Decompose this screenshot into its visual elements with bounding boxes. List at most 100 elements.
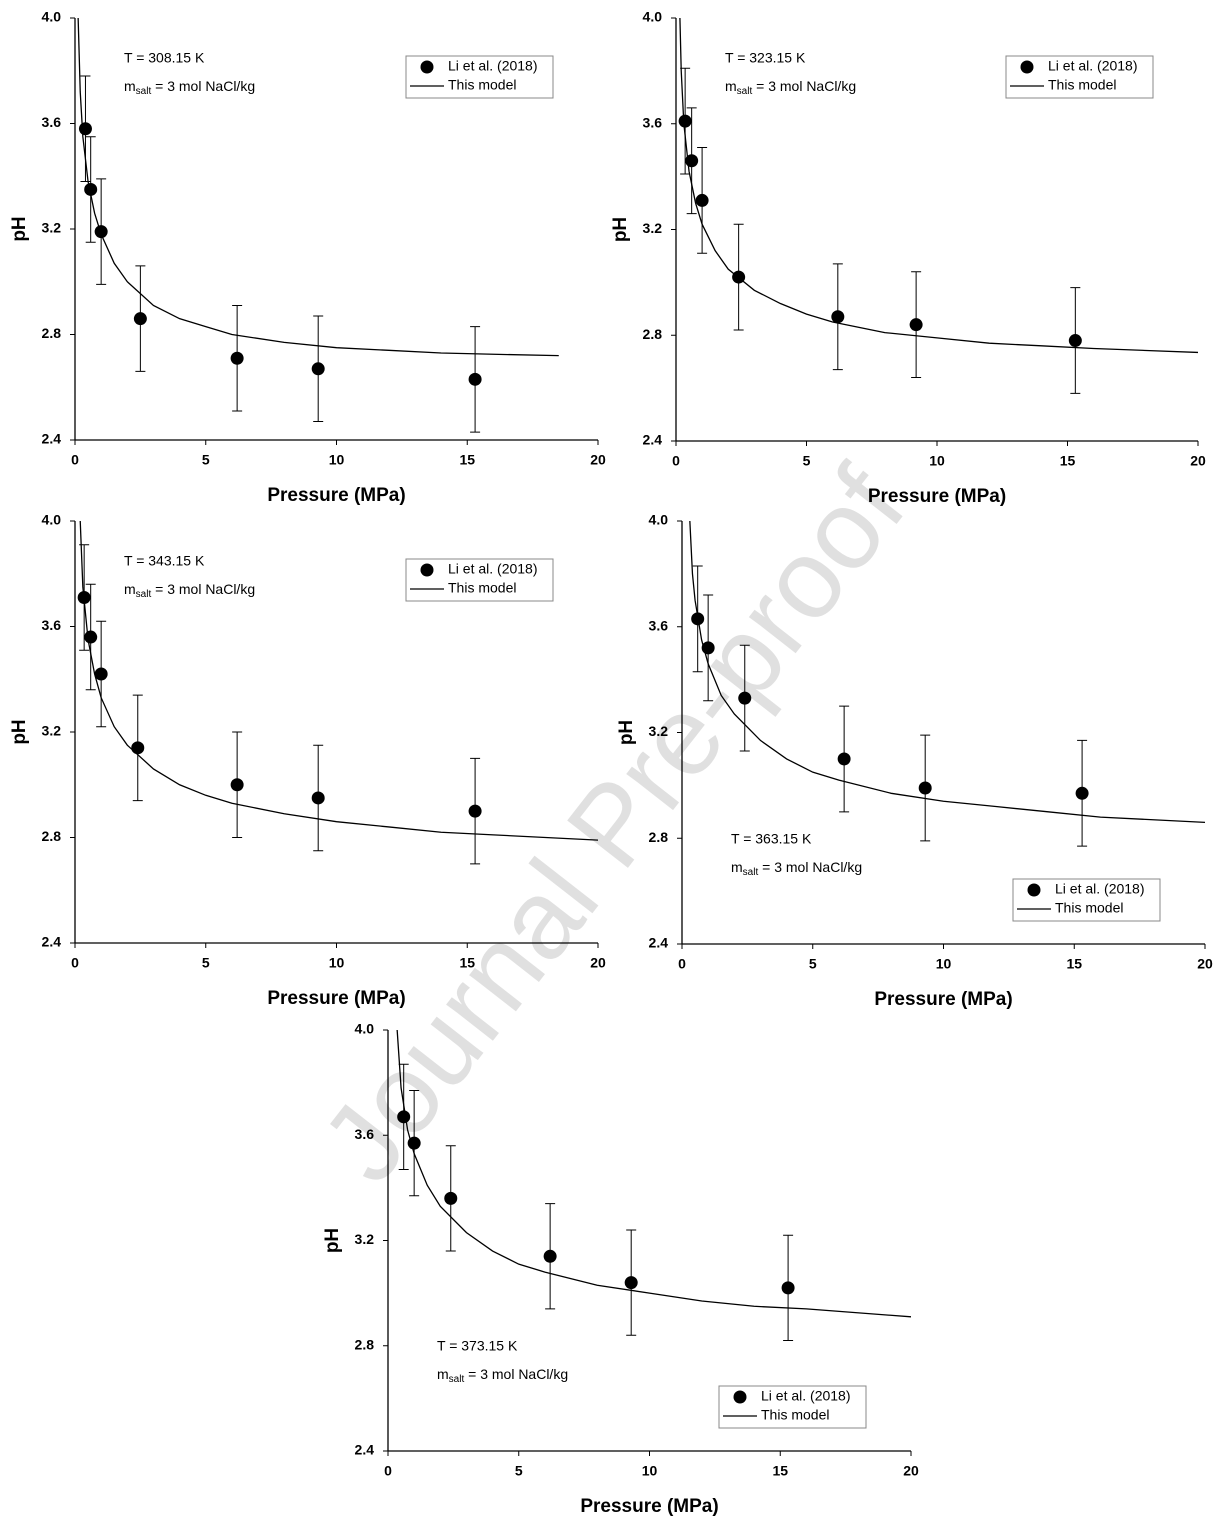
x-tick-label: 0 — [678, 956, 686, 972]
x-tick-label: 10 — [329, 955, 345, 971]
salinity-symbol: m — [725, 78, 737, 94]
y-tick-label: 4.0 — [643, 9, 663, 25]
y-tick-label: 2.4 — [42, 934, 62, 950]
model-line — [79, 521, 598, 841]
legend-label: This model — [1048, 77, 1116, 93]
x-tick-label: 10 — [329, 452, 345, 468]
y-tick-label: 3.6 — [355, 1126, 375, 1142]
salinity-symbol: m — [124, 78, 136, 94]
salinity-subscript: salt — [743, 867, 759, 878]
legend-label: Li et al. (2018) — [1048, 58, 1138, 74]
y-tick-label: 2.8 — [355, 1336, 375, 1352]
x-tick-label: 0 — [384, 1463, 392, 1479]
x-tick-label: 5 — [202, 955, 210, 971]
x-tick-label: 20 — [590, 452, 606, 468]
model-line — [396, 1030, 911, 1318]
panel: 0 5 10 15 20 2.4 2.8 3.2 3.6 4.0 Pressure (MPa) pH T… — [322, 1021, 919, 1517]
y-tick-label: 3.2 — [42, 220, 62, 236]
salinity-label: msalt = 3 mol NaCl/kg — [437, 1366, 568, 1385]
data-point — [131, 741, 145, 755]
x-tick-label: 10 — [929, 453, 945, 469]
x-tick-label: 15 — [459, 955, 475, 971]
y-tick-label: 2.4 — [649, 935, 669, 951]
x-tick-label: 10 — [936, 956, 952, 972]
y-tick-label: 3.6 — [42, 617, 62, 633]
x-axis-label: Pressure (MPa) — [874, 989, 1012, 1010]
legend-marker — [420, 563, 434, 577]
x-axis-label: Pressure (MPa) — [267, 988, 405, 1009]
data-point — [781, 1281, 795, 1295]
data-point — [84, 182, 98, 196]
y-tick-label: 4.0 — [42, 9, 62, 25]
y-tick-label: 3.6 — [643, 114, 663, 130]
data-point — [543, 1249, 557, 1263]
x-axis-label: Pressure (MPa) — [267, 485, 405, 506]
data-point — [311, 362, 325, 376]
temperature-label: T = 323.15 K — [725, 50, 806, 66]
data-point — [230, 351, 244, 365]
x-tick-label: 5 — [803, 453, 811, 469]
x-tick-label: 15 — [772, 1463, 788, 1479]
legend-label: Li et al. (2018) — [761, 1388, 851, 1404]
x-tick-label: 0 — [71, 452, 79, 468]
y-tick-label: 2.8 — [42, 325, 62, 341]
x-tick-label: 0 — [672, 453, 680, 469]
y-tick-label: 3.2 — [355, 1231, 375, 1247]
y-tick-label: 2.4 — [355, 1442, 375, 1458]
data-point — [78, 122, 92, 136]
salinity-subscript: salt — [449, 1374, 465, 1385]
data-point — [1068, 334, 1082, 348]
panel: 0 5 10 15 20 2.4 2.8 3.2 3.6 4.0 Pressure (MPa) pH T… — [616, 512, 1213, 1010]
x-tick-label: 15 — [459, 452, 475, 468]
x-tick-label: 20 — [590, 955, 606, 971]
data-point — [837, 752, 851, 766]
data-point — [468, 804, 482, 818]
y-tick-label: 2.8 — [42, 828, 62, 844]
y-tick-label: 3.2 — [42, 723, 62, 739]
y-tick-label: 4.0 — [649, 512, 669, 528]
model-line — [689, 521, 1205, 824]
legend-label: This model — [761, 1407, 829, 1423]
data-point — [468, 372, 482, 386]
legend-marker — [1020, 60, 1034, 74]
data-point — [695, 193, 709, 207]
y-tick-label: 4.0 — [355, 1021, 375, 1037]
y-axis-label: pH — [9, 719, 30, 744]
data-point — [831, 310, 845, 324]
y-tick-label: 2.8 — [649, 829, 669, 845]
y-tick-label: 2.4 — [42, 431, 62, 447]
data-point — [84, 630, 98, 644]
legend-label: Li et al. (2018) — [448, 58, 538, 74]
data-point — [678, 114, 692, 128]
temperature-label: T = 343.15 K — [124, 553, 205, 569]
panel: 0 5 10 15 20 2.4 2.8 3.2 3.6 4.0 Pressure (MPa) pH T… — [9, 9, 606, 506]
x-tick-label: 15 — [1066, 956, 1082, 972]
salinity-text: = 3 mol NaCl/kg — [758, 859, 862, 875]
salinity-subscript: salt — [737, 86, 753, 97]
model-line — [679, 18, 1198, 354]
legend-marker — [1027, 883, 1041, 897]
x-tick-label: 5 — [202, 452, 210, 468]
x-axis-label: Pressure (MPa) — [580, 1496, 718, 1517]
data-point — [444, 1191, 458, 1205]
legend-label: This model — [448, 580, 516, 596]
x-tick-label: 5 — [515, 1463, 523, 1479]
y-tick-label: 3.2 — [643, 220, 663, 236]
x-tick-label: 15 — [1060, 453, 1076, 469]
data-point — [909, 318, 923, 332]
salinity-label: msalt = 3 mol NaCl/kg — [725, 78, 856, 97]
temperature-label: T = 363.15 K — [731, 831, 812, 847]
y-axis-label: pH — [616, 720, 637, 745]
salinity-text: = 3 mol NaCl/kg — [151, 78, 255, 94]
data-point — [94, 225, 108, 239]
panel: 0 5 10 15 20 2.4 2.8 3.2 3.6 4.0 Pressure (MPa) pH T… — [9, 512, 606, 1009]
x-tick-label: 20 — [1190, 453, 1206, 469]
y-axis-label: pH — [9, 216, 30, 241]
panel: 0 5 10 15 20 2.4 2.8 3.2 3.6 4.0 Pressure (MPa) pH T… — [610, 9, 1206, 507]
x-tick-label: 20 — [1197, 956, 1213, 972]
y-axis-label: pH — [610, 217, 631, 242]
salinity-subscript: salt — [136, 589, 152, 600]
data-point — [624, 1276, 638, 1290]
salinity-symbol: m — [124, 581, 136, 597]
data-point — [94, 667, 108, 681]
